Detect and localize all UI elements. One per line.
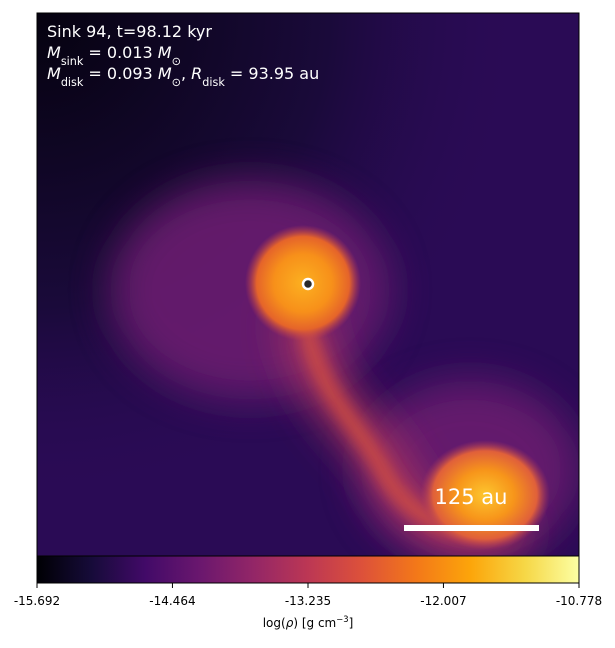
text-segment: = 0.093 [83,64,157,83]
density-image [37,13,579,556]
colorbar-tick-label: -12.007 [420,594,466,608]
text-segment: M [158,43,172,62]
text-segment: sink [61,55,84,68]
text-segment: , [181,64,191,83]
text-segment: = 93.95 au [225,64,319,83]
scale-bar-label: 125 au [435,485,508,509]
colorbar-label: log(ρ) [g cm−3] [263,614,354,630]
text-segment: R [191,64,202,83]
colorbar-tick-label: -14.464 [149,594,195,608]
text-segment: = 0.013 [83,43,157,62]
text-segment: ] [349,616,354,630]
text-segment: ρ [286,616,294,630]
colorbar-tick-label: -10.778 [556,594,602,608]
annotation-line: Mdisk = 0.093 M⊙, Rdisk = 93.95 au [47,64,319,89]
text-segment: ) [g cm [293,616,336,630]
sink-marker [301,277,315,291]
text-segment: −3 [336,614,348,624]
text-segment: log( [263,616,286,630]
colorbar-tick-label: -13.235 [285,594,331,608]
text-segment: Sink 94, t=98.12 kyr [47,22,212,41]
text-segment: disk [61,76,84,89]
text-segment: ⊙ [172,76,181,89]
text-segment: ⊙ [172,55,181,68]
colorbar [36,555,580,584]
text-segment: M [47,43,61,62]
colorbar-tick-label: -15.692 [14,594,60,608]
annotation-line: Msink = 0.013 M⊙ [47,43,181,68]
text-segment: M [47,64,61,83]
text-segment: disk [202,76,225,89]
annotation-line: Sink 94, t=98.12 kyr [47,22,212,41]
text-segment: M [158,64,172,83]
